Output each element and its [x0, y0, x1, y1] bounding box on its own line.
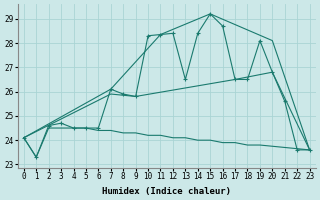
X-axis label: Humidex (Indice chaleur): Humidex (Indice chaleur)	[102, 187, 231, 196]
